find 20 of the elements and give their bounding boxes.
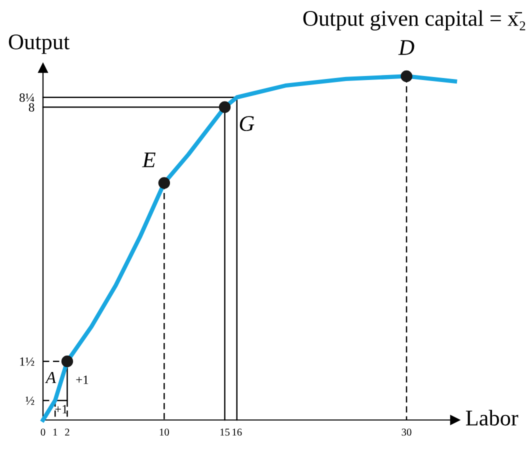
x-tick-label: 15 <box>220 428 230 436</box>
y-axis-title: Output <box>8 34 70 54</box>
x-tick-label: 2 <box>65 428 70 436</box>
annotation: +1 <box>55 405 68 414</box>
x-tick-label: 1 <box>53 428 58 436</box>
y-tick-label: 8¼ <box>20 93 34 102</box>
annotation: A <box>44 372 56 384</box>
y-tick-label: 8 <box>28 103 34 112</box>
y-tick-label: 1½ <box>20 357 34 366</box>
chart-title: Output given capital = x̄₂ <box>303 10 526 30</box>
x-tick-label: 0 <box>40 428 46 436</box>
annotation: E <box>142 152 156 168</box>
x-tick-label: 30 <box>402 428 412 436</box>
annotation: D <box>398 40 414 55</box>
y-tick-label: ½ <box>26 396 34 405</box>
annotation: G <box>240 116 254 132</box>
x-tick-label: 16 <box>232 428 242 436</box>
annotation: +1 <box>76 376 88 384</box>
x-axis-title: Labor <box>466 410 518 426</box>
x-tick-label: 10 <box>160 428 169 436</box>
